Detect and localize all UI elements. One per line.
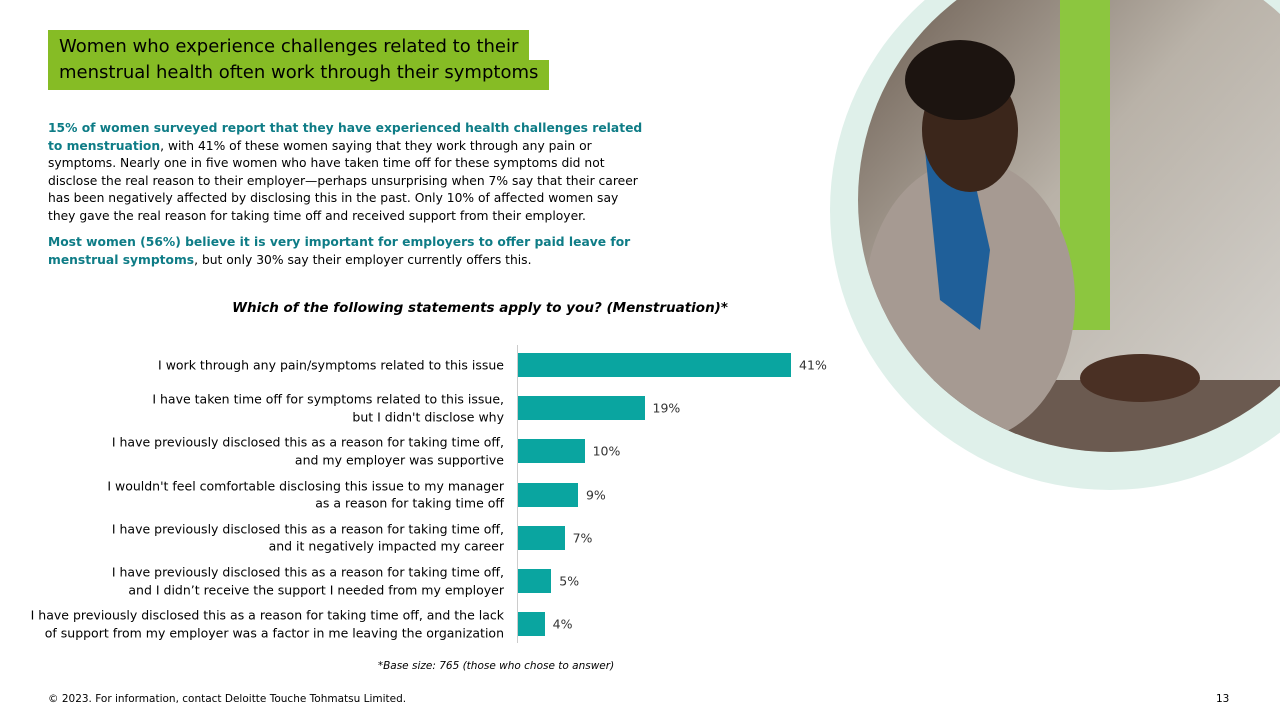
category-label: I wouldn't feel comfortable disclosing t…	[107, 478, 504, 511]
category-label: I have previously disclosed this as a re…	[30, 607, 504, 641]
bar	[518, 396, 645, 421]
value-label: 7%	[572, 530, 593, 546]
value-label: 4%	[552, 616, 573, 632]
paragraph-text: , with 41% of these women saying that th…	[48, 138, 638, 223]
bar	[518, 569, 552, 593]
footer-text: © 2023. For information, contact Deloitt…	[48, 693, 407, 705]
title-line: menstrual health often work through thei…	[48, 60, 550, 90]
category-label: I have previously disclosed this as a re…	[111, 564, 504, 598]
value-label: 5%	[559, 573, 580, 589]
value-label: 10%	[592, 443, 621, 459]
axis-line	[517, 345, 518, 643]
value-label: 41%	[799, 357, 827, 373]
paragraph-highlight: Most women (56%) believe it is very impo…	[48, 235, 631, 267]
category-label: I have taken time off for symptoms relat…	[152, 391, 504, 425]
bar	[518, 612, 545, 637]
photo	[830, 0, 1280, 490]
chart-title: Which of the following statements apply …	[232, 300, 728, 316]
chart-note: *Base size: 765 (those who chose to answ…	[377, 660, 615, 672]
bar	[518, 439, 585, 464]
paragraph: 15% of women surveyed report that they h…	[48, 120, 648, 226]
category-label: I have previously disclosed this as a re…	[111, 434, 504, 468]
title-line: Women who experience challenges related …	[48, 30, 530, 60]
page-number: 13	[1216, 693, 1230, 705]
paragraph-text: , but only 30% say their employer curren…	[194, 252, 532, 267]
bar	[518, 482, 578, 507]
value-label: 9%	[585, 487, 606, 503]
bar	[518, 353, 792, 377]
bar	[518, 525, 565, 550]
paragraph-highlight: 15% of women surveyed report that they h…	[48, 121, 643, 153]
paragraph: Most women (56%) believe it is very impo…	[48, 234, 648, 269]
category-label: I have previously disclosed this as a re…	[111, 521, 504, 554]
value-label: 19%	[652, 400, 681, 416]
category-label: I work through any pain/symptoms related…	[158, 357, 504, 373]
title-box: Women who experience challenges related …	[48, 30, 550, 90]
